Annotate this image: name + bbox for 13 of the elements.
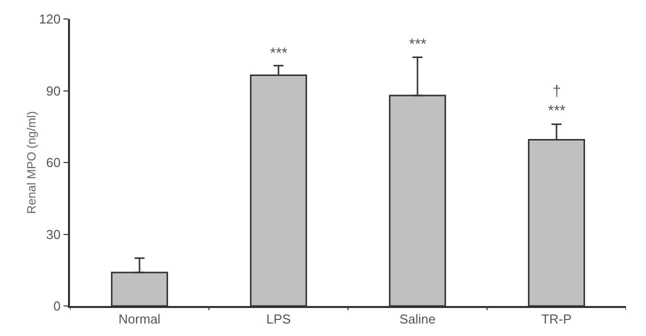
data-label: † *** <box>548 83 566 120</box>
y-tick-label: 30 <box>46 226 61 242</box>
y-tick-label: 120 <box>38 12 61 27</box>
data-label: *** <box>409 36 427 53</box>
x-tick-label: Saline <box>399 311 436 326</box>
y-tick-label: 90 <box>46 83 61 98</box>
data-label: *** <box>270 45 288 62</box>
x-tick-label: LPS <box>266 311 292 326</box>
x-tick-label: Normal <box>118 311 161 326</box>
y-axis-title: Renal MPO (ng/ml) <box>24 111 38 214</box>
y-tick-label: 0 <box>53 298 61 314</box>
y-tick-label: 60 <box>46 155 61 170</box>
x-tick-label: TR-P <box>541 311 572 326</box>
